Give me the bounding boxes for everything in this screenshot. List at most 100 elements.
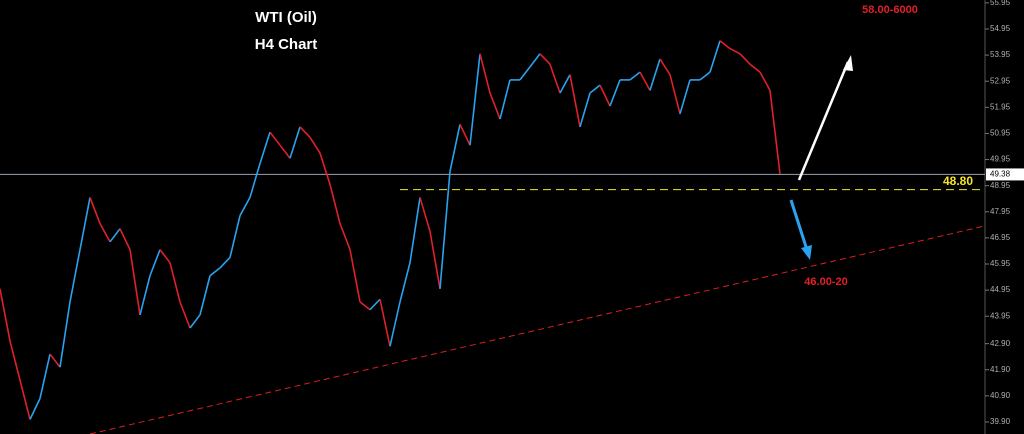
y-tick-label: 47.95 [990, 207, 1011, 216]
y-tick-label: 41.90 [990, 365, 1011, 374]
current-price-box [986, 168, 1024, 181]
price-segment [219, 256, 231, 269]
price-segment [79, 197, 91, 250]
price-segment [459, 123, 471, 146]
price-segment [539, 53, 551, 65]
price-segment [139, 275, 151, 316]
price-segment [549, 63, 561, 94]
target-label: 46.00-20 [804, 276, 847, 288]
price-segment [319, 152, 331, 185]
price-segment [749, 63, 761, 73]
price-segment [119, 228, 131, 250]
y-tick-label: 50.95 [990, 129, 1011, 138]
trendline [89, 225, 986, 434]
price-segment [279, 144, 291, 159]
price-segment [629, 71, 641, 81]
price-segment [389, 301, 401, 347]
price-segment [569, 74, 581, 128]
plot-area [0, 40, 986, 434]
price-segment [169, 262, 181, 303]
price-segment [339, 223, 351, 250]
price-segment [239, 197, 251, 217]
level-label: 48.80 [943, 174, 973, 188]
target-label: 58.00-6000 [862, 4, 918, 16]
y-tick-label: 45.95 [990, 259, 1011, 268]
price-segment [649, 58, 661, 91]
price-segment [269, 131, 281, 146]
y-tick-label: 53.95 [990, 50, 1011, 59]
price-segment [479, 53, 491, 94]
price-segment [559, 74, 571, 94]
price-segment [89, 197, 101, 224]
price-segment [159, 249, 171, 264]
price-segment [419, 197, 431, 232]
price-segment [409, 197, 421, 263]
price-segment [609, 79, 621, 107]
current-price-label: 49.38 [990, 170, 1011, 179]
price-segment [19, 380, 31, 420]
price-segment [299, 126, 311, 138]
y-tick-label: 43.95 [990, 311, 1011, 320]
y-tick-label: 39.90 [990, 417, 1011, 426]
y-tick-label: 46.95 [990, 233, 1011, 242]
y-tick-label: 42.90 [990, 339, 1011, 348]
price-segment [739, 53, 751, 65]
price-segment [579, 92, 591, 128]
price-segment [189, 314, 201, 329]
price-segment [719, 40, 731, 50]
price-segment [519, 66, 531, 81]
price-segment [59, 301, 71, 368]
price-segment [109, 228, 121, 243]
y-tick-label: 44.95 [990, 285, 1011, 294]
y-tick-label: 49.95 [990, 155, 1011, 164]
y-tick-label: 51.95 [990, 102, 1011, 111]
price-segment [329, 184, 341, 224]
up-arrow [797, 55, 853, 181]
price-segment [429, 231, 441, 289]
price-segment [49, 353, 61, 368]
price-segment [349, 249, 361, 303]
price-segment [249, 163, 261, 198]
price-segment [99, 223, 111, 243]
price-segment [369, 298, 381, 311]
price-segment [759, 71, 771, 91]
y-tick-label: 54.95 [990, 24, 1011, 33]
chart-subtitle: H4 Chart [255, 36, 318, 53]
price-segment [0, 288, 11, 342]
price-segment [449, 124, 461, 172]
y-tick-label: 52.95 [990, 76, 1011, 85]
price-segment [659, 58, 671, 76]
price-segment [489, 92, 501, 120]
y-tick-label: 55.95 [990, 0, 1011, 7]
down-arrow [789, 199, 812, 260]
price-segment [669, 74, 681, 115]
price-segment [39, 353, 51, 399]
price-segment [229, 215, 241, 258]
price-segment [209, 267, 221, 277]
price-segment [309, 136, 321, 154]
y-tick-label: 48.95 [990, 181, 1011, 190]
price-segment [379, 299, 391, 347]
price-segment [599, 84, 611, 107]
price-segment [529, 53, 541, 68]
price-segment [729, 47, 741, 55]
price-segment [149, 249, 161, 277]
price-segment [499, 79, 511, 120]
price-segment [9, 340, 21, 381]
chart-title: WTI (Oil) [255, 9, 317, 26]
price-segment [699, 71, 711, 81]
price-segment [289, 126, 301, 159]
price-segment [769, 90, 781, 175]
price-segment [259, 131, 271, 164]
price-segment [69, 249, 81, 303]
price-segment [199, 275, 211, 316]
price-segment [179, 301, 191, 329]
y-tick-label: 40.90 [990, 391, 1011, 400]
price-segment [639, 71, 651, 91]
price-segment [129, 249, 141, 316]
price-segment [29, 398, 41, 420]
price-segment [679, 79, 691, 115]
price-segment [399, 262, 411, 303]
